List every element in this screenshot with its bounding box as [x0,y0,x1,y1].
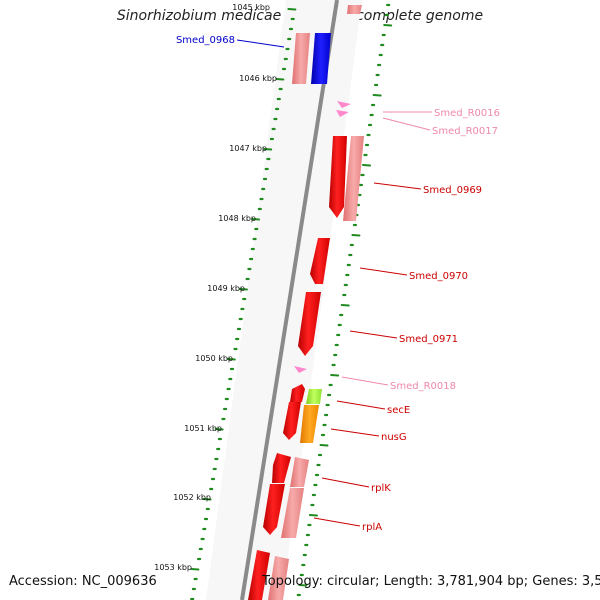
gene-track-right [268,5,364,600]
major-tick [340,304,350,307]
gene-arrow-rplA-right [281,488,304,538]
leader-smed-r0018 [341,376,389,386]
label-smed-0969[interactable]: Smed_0969 [423,185,482,196]
major-tick [263,148,273,151]
topology-text: Topology: circular; Length: 3,781,904 bp… [262,574,600,589]
scale-label-1047: 1047 kbp [229,144,267,153]
gene-arrow-rplK [272,453,291,483]
leader-rplA [313,517,361,527]
gene-arrow-secE [306,389,322,404]
label-leaders [236,39,432,527]
label-smed-r0016[interactable]: Smed_R0016 [434,108,500,119]
gene-arrow-smed-0969 [329,136,347,218]
label-smed-r0017[interactable]: Smed_R0017 [432,126,498,137]
gene-arrow-bottom [248,550,270,600]
leader-smed-0969 [373,182,422,190]
gene-arrow-smed-0970 [310,238,330,284]
rna-marker-smed-r0016 [337,101,351,108]
leader-rplK [321,477,370,488]
major-tick [214,428,224,431]
major-tick [226,358,236,361]
genome-backbone [240,0,339,600]
major-tick [351,234,361,237]
label-rplK[interactable]: rplK [371,483,391,494]
gene-arrow-rplK-right [290,457,309,487]
gene-arrow-top-pale [347,5,362,14]
gene-arrow-secE-left [290,384,305,402]
major-tick [362,164,371,167]
gene-arrow-bottom-pale [268,556,289,600]
scale-label-1045: 1045 kbp [232,3,270,12]
accession-text: Accession: NC_009636 [9,574,157,589]
gene-arrow-smed-0971 [298,292,321,356]
major-tick [238,288,248,291]
scale-label-1048: 1048 kbp [218,214,256,223]
major-tick [330,374,340,377]
scale-label-1049: 1049 kbp [207,284,245,293]
gene-arrow-rplA [263,484,285,535]
scale-label-1051: 1051 kbp [184,424,222,433]
major-tick [287,8,297,11]
leader-secE [336,400,386,410]
leader-smed-0968 [236,39,285,48]
major-tick [383,24,393,27]
label-smed-r0018[interactable]: Smed_R0018 [390,381,456,392]
gene-labels: Smed_0968 Smed_R0016 Smed_R0017 Smed_096… [176,35,500,533]
leader-smed-0971 [349,330,398,339]
major-tick [202,498,212,501]
feature-band [206,0,362,600]
scale-labels: 1045 kbp 1046 kbp 1047 kbp 1048 kbp 1049… [154,3,277,572]
leader-smed-r0017 [382,117,431,131]
gene-arrow-nusG [300,405,319,443]
label-rplA[interactable]: rplA [362,522,382,533]
gene-track-left [248,33,347,600]
major-tick [319,444,329,447]
gene-arrow-nusG-left [283,402,301,440]
rna-features [294,101,351,373]
tick-track-left [190,8,297,600]
major-tick [308,514,318,517]
gene-arrow-smed-0969-right [343,136,364,221]
gene-arrow-smed-0968 [311,33,331,84]
major-tick [190,568,200,571]
leader-nusG [330,428,380,437]
label-smed-0971[interactable]: Smed_0971 [399,334,458,345]
label-secE[interactable]: secE [387,405,410,416]
major-tick [251,218,260,221]
scale-label-1053: 1053 kbp [154,563,192,572]
major-tick [275,78,285,81]
label-smed-0970[interactable]: Smed_0970 [409,271,468,282]
label-nusG[interactable]: nusG [381,432,407,443]
gene-arrow-smed-0969-pale [292,33,310,84]
rna-marker-smed-r0017 [336,110,349,117]
rna-marker-smed-r0018 [294,366,307,373]
major-tick [372,94,382,97]
major-tick [298,584,308,587]
scale-label-1052: 1052 kbp [173,493,211,502]
label-smed-0968[interactable]: Smed_0968 [176,35,235,46]
leader-smed-0970 [359,267,408,276]
scale-label-1046: 1046 kbp [239,74,277,83]
tick-track-right [296,3,393,597]
scale-label-1050: 1050 kbp [195,354,233,363]
